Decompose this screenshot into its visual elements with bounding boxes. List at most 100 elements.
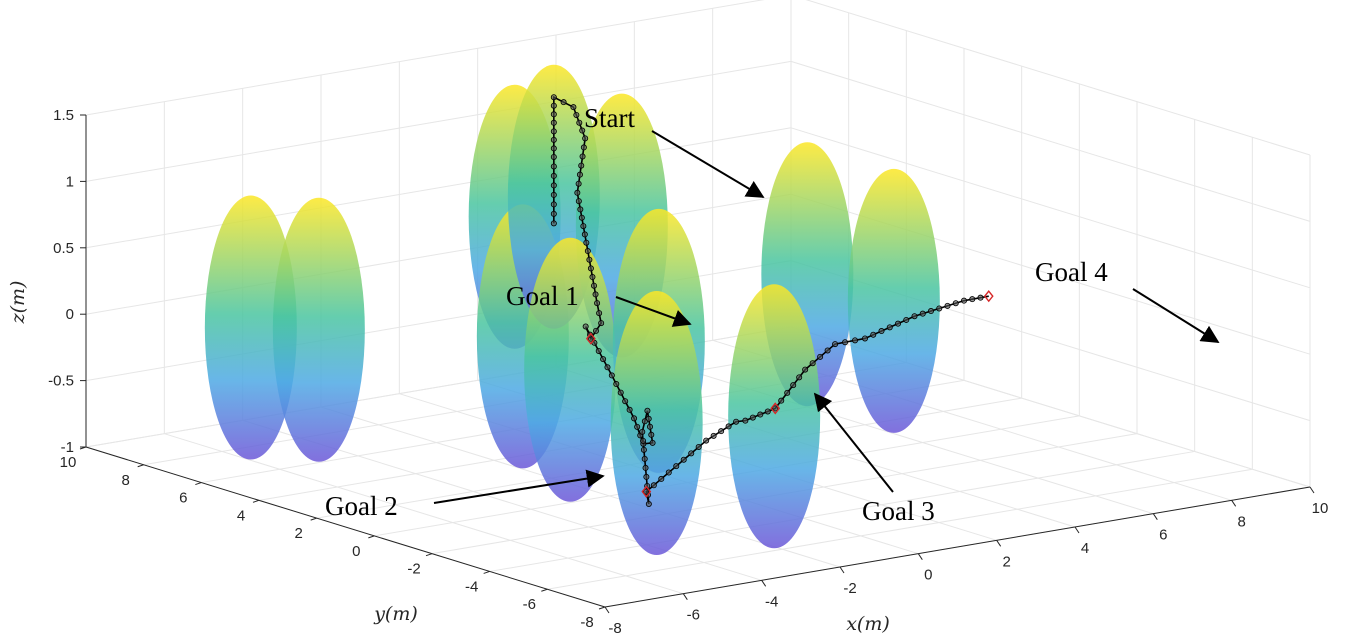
annotation-goal2-text: Goal 2 [325, 491, 398, 521]
trajectory-point [593, 327, 600, 334]
trajectory-point [578, 214, 585, 221]
trajectory-point [832, 341, 839, 348]
trajectory-point [919, 310, 926, 317]
y-tick-label: 6 [179, 490, 187, 507]
y-tick-mark [425, 553, 433, 557]
goal-marker [585, 332, 596, 345]
trajectory-point [772, 405, 779, 412]
y-tick-labels: -8 -6 -4 -2 0 2 4 6 8 10 [60, 446, 606, 631]
trajectory-point [936, 305, 943, 312]
trajectory-point [604, 364, 611, 371]
trajectory-point [842, 339, 849, 346]
trajectory-point [579, 127, 586, 134]
trajectory-point [648, 431, 655, 438]
trajectory-point [817, 353, 824, 360]
floor-grid-line [374, 415, 1080, 537]
trajectory-point [587, 265, 594, 272]
trajectory-point [802, 366, 809, 373]
trajectory-point [550, 136, 557, 143]
trajectory-point [862, 335, 869, 342]
trajectory-point [582, 135, 589, 142]
floor-grid-line [547, 468, 1253, 590]
trajectory-point [649, 439, 656, 446]
x-tick-mark [604, 606, 610, 614]
annotation-goal2: Goal 2 [325, 469, 605, 521]
trajectory-point [911, 313, 918, 320]
y-tick-mark [368, 535, 375, 539]
trajectory-point [550, 119, 557, 126]
trajectory-point [641, 418, 648, 425]
y-tick-label: 10 [60, 454, 77, 471]
trajectory-point [583, 239, 590, 246]
trajectory-point [550, 182, 557, 189]
trajectory-point [645, 500, 652, 507]
y-tick-mark [137, 464, 144, 468]
trajectory-point [550, 172, 557, 179]
trajectory-point [575, 180, 582, 187]
trajectory-point [870, 331, 877, 338]
trajectory-point [757, 411, 764, 418]
trajectory [550, 94, 994, 507]
trajectory-point [617, 389, 624, 396]
trajectory-point [680, 456, 687, 463]
y-tick-mark [195, 482, 202, 486]
x-tick-label: 10 [1312, 500, 1329, 517]
trajectory-point [550, 145, 557, 152]
trajectory-point [928, 308, 935, 315]
wall-grid-line [790, 60, 1311, 222]
y-tick-label: -2 [407, 561, 420, 578]
trajectory-point [613, 381, 620, 388]
trajectory-point [550, 111, 557, 118]
obstacle-ellipsoid [524, 237, 617, 502]
trajectory-point [944, 302, 951, 309]
trajectory-point [642, 464, 649, 471]
floor-grid-line [164, 433, 684, 595]
x-tick-label: -2 [843, 580, 856, 597]
trajectory-point [591, 282, 598, 289]
trajectory-point [778, 397, 785, 404]
trajectory-point [580, 223, 587, 230]
obstacle-ellipsoid [272, 197, 365, 462]
trajectory-point [644, 407, 651, 414]
trajectory-point [969, 296, 976, 303]
trajectory-point [608, 372, 615, 379]
x-tick-label: -8 [608, 620, 621, 636]
trajectory-point [784, 389, 791, 396]
trajectory-point [589, 274, 596, 281]
y-tick-mark [483, 570, 490, 574]
trajectory-point [622, 398, 629, 405]
annotation-goal2-arrow [433, 469, 605, 504]
trajectory-point [578, 162, 585, 169]
x-tick-label: 0 [924, 567, 932, 584]
trajectory-point [596, 310, 603, 317]
y-tick-mark [541, 588, 548, 592]
x-tick-label: 2 [1002, 553, 1010, 570]
y-axis-label: y(m) [373, 603, 418, 625]
x-tick-mark [996, 540, 1002, 547]
trajectory-point [550, 128, 557, 135]
trajectory-point [600, 356, 607, 363]
trajectory-point [581, 231, 588, 238]
trajectory-point [878, 328, 885, 335]
trajectory-point [550, 191, 557, 198]
z-tick-label: -0.5 [48, 373, 74, 390]
annotation-goal3-arrow [813, 392, 894, 493]
z-tick-label: 1 [66, 173, 74, 190]
trajectory-point [643, 488, 650, 495]
y-tick-mark [310, 517, 317, 521]
annotation-goal1: Goal 1 [506, 281, 692, 327]
z-tick-label: 0.5 [53, 240, 74, 257]
trajectory-point [650, 482, 657, 489]
obstacle-ellipsoid [204, 195, 297, 460]
trajectory-point [550, 163, 557, 170]
obstacles [204, 64, 940, 555]
trajectory-point [576, 119, 583, 126]
y-tick-label: 4 [237, 507, 245, 524]
z-axis-label: z(m) [7, 281, 29, 325]
trajectory-point [550, 153, 557, 160]
trajectory-point [574, 189, 581, 196]
trajectory-point [718, 428, 725, 435]
floor-grid-line [634, 353, 1154, 515]
x-tick-label: 6 [1159, 527, 1167, 544]
